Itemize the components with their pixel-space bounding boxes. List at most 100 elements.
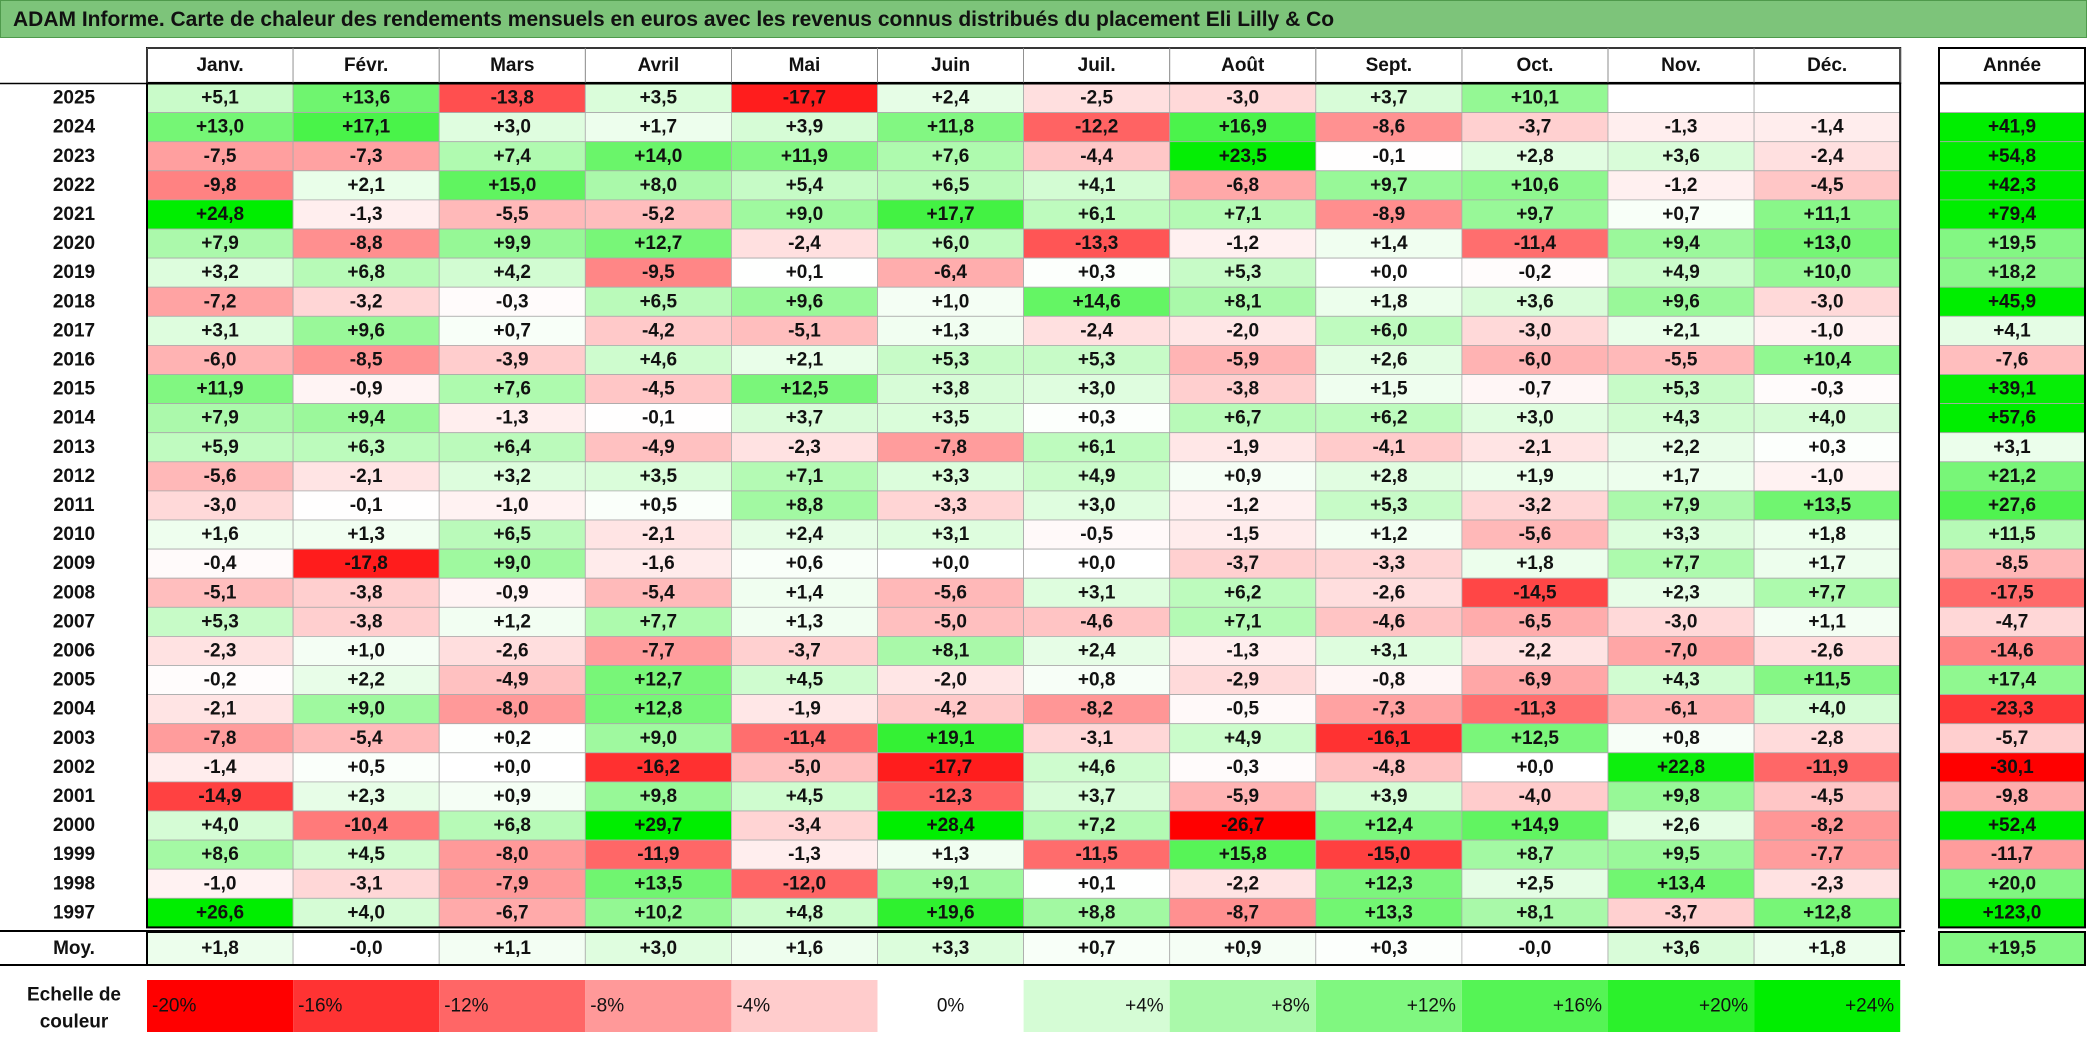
heatmap-cell-value: +4,5 (347, 844, 385, 865)
row-year-label: 2016 (53, 349, 95, 370)
heatmap-cell (1461, 897, 1609, 928)
average-cell-value: +3,6 (1662, 938, 1700, 959)
month-header-label: Juin (931, 55, 970, 76)
heatmap-cell (1169, 897, 1317, 928)
annual-cell-value: -4,7 (1996, 611, 2029, 632)
heatmap-cell (1169, 461, 1317, 492)
heatmap-cell (146, 228, 294, 259)
heatmap-cell (1753, 257, 1901, 288)
heatmap-cell (1169, 868, 1317, 899)
heatmap-cell-value: -1,3 (788, 844, 821, 865)
heatmap-cell-value: -8,5 (350, 349, 383, 370)
scale-swatch (293, 980, 440, 1032)
heatmap-cell-value: +3,5 (932, 408, 970, 429)
scale-stop-label: +20% (1699, 996, 1748, 1017)
heatmap-cell-value: +0,8 (1078, 670, 1116, 691)
heatmap-cell-value: -1,3 (496, 408, 529, 429)
heatmap-cell (877, 752, 1025, 783)
heatmap-cell (1607, 403, 1755, 434)
heatmap-cell (1753, 461, 1901, 492)
heatmap-cell (1169, 112, 1317, 143)
heatmap-cell-value: +11,9 (197, 379, 244, 400)
heatmap-cell (1607, 461, 1755, 492)
heatmap-cell (1023, 199, 1171, 230)
heatmap-cell-value: -2,1 (642, 524, 675, 545)
heatmap-cell (1753, 577, 1901, 608)
heatmap-cell (877, 315, 1025, 346)
heatmap-cell (1753, 374, 1901, 405)
annual-cell-value: +57,6 (1988, 408, 2036, 429)
heatmap-cell (292, 141, 440, 172)
heatmap-cell-value: +2,3 (347, 786, 385, 807)
heatmap-cell (1169, 286, 1317, 317)
heatmap-cell (1315, 374, 1463, 405)
heatmap-cell (1023, 286, 1171, 317)
heatmap-cell-value: -3,0 (1811, 291, 1844, 312)
heatmap-cell (146, 519, 294, 550)
heatmap-cell (731, 810, 878, 841)
heatmap-cell-value: -3,0 (204, 495, 237, 516)
heatmap-cell (1753, 636, 1901, 666)
heatmap-cell (1023, 752, 1171, 783)
average-row-label: Moy. (53, 938, 95, 959)
heatmap-cell-value: -5,9 (1226, 786, 1259, 807)
heatmap-cell-value: +6,2 (1224, 582, 1262, 603)
heatmap-cell (1023, 257, 1171, 288)
heatmap-cell-value: +4,5 (786, 786, 824, 807)
heatmap-cell-value: +6,8 (493, 815, 531, 836)
heatmap-cell-value: -2,5 (1080, 88, 1113, 109)
annual-cell (1938, 374, 2086, 405)
average-annual-value: +19,5 (1988, 938, 2037, 959)
heatmap-cell-value: -0,2 (1519, 262, 1552, 283)
heatmap-cell (1315, 403, 1463, 434)
heatmap-cell-value: +5,3 (1370, 495, 1408, 516)
heatmap-cell-value: +9,6 (786, 291, 824, 312)
heatmap-cell-value: -7,2 (204, 291, 237, 312)
heatmap-cell (1753, 606, 1901, 637)
heatmap-cell-value: -2,6 (496, 640, 529, 661)
heatmap-cell-value: -1,3 (1665, 117, 1698, 138)
heatmap-cell-value: +12,7 (634, 233, 682, 254)
annual-cell-value: +45,9 (1988, 291, 2036, 312)
heatmap-cell-value: -2,8 (1811, 728, 1844, 749)
heatmap-cell (1169, 665, 1317, 696)
heatmap-cell-value: +8,1 (1224, 291, 1262, 312)
heatmap-cell-value: +28,4 (927, 815, 976, 836)
heatmap-cell-value: +1,7 (1662, 466, 1700, 487)
heatmap-cell (1169, 839, 1317, 870)
heatmap-cell (877, 897, 1025, 928)
heatmap-cell (877, 257, 1025, 288)
scale-swatch (1754, 980, 1901, 1032)
heatmap-cell-value: +1,4 (1370, 233, 1408, 254)
heatmap-cell-value: +17,1 (342, 117, 391, 138)
heatmap-cell-value: -7,3 (1372, 699, 1405, 720)
heatmap-cell-value: +12,3 (1365, 873, 1413, 894)
heatmap-cell-value: +3,0 (493, 117, 531, 138)
heatmap-cell (584, 286, 732, 317)
annual-cell-value: -17,5 (1990, 582, 2034, 603)
row-year-label: 2004 (53, 699, 96, 720)
heatmap-cell (1753, 665, 1901, 696)
heatmap-cell (146, 752, 294, 783)
heatmap-cell-value: -2,6 (1372, 582, 1405, 603)
heatmap-cell-value: -17,7 (783, 88, 826, 109)
heatmap-cell-value: +3,1 (201, 320, 239, 341)
annual-cell-value: +21,2 (1988, 466, 2036, 487)
month-header-label: Juil. (1078, 55, 1116, 76)
heatmap-cell (1169, 810, 1317, 841)
heatmap-cell (584, 83, 732, 114)
heatmap-cell-value: -8,9 (1372, 204, 1405, 225)
heatmap-cell-value: -0,7 (1519, 379, 1552, 400)
heatmap-cell-value: +1,7 (1808, 553, 1846, 574)
heatmap-cell (146, 723, 294, 754)
row-year-label: 1997 (53, 902, 95, 923)
heatmap-cell-value: -0,4 (204, 553, 237, 574)
heatmap-cell (877, 519, 1025, 550)
heatmap-cell-value: -12,0 (783, 873, 826, 894)
heatmap-cell (146, 839, 294, 870)
heatmap-cell-value: +9,1 (932, 873, 970, 894)
heatmap-cell-value: +13,6 (342, 88, 390, 109)
heatmap-cell-value: -0,5 (1080, 524, 1113, 545)
annual-cell-value: -14,6 (1990, 640, 2033, 661)
heatmap-cell-value: -10,4 (344, 815, 388, 836)
